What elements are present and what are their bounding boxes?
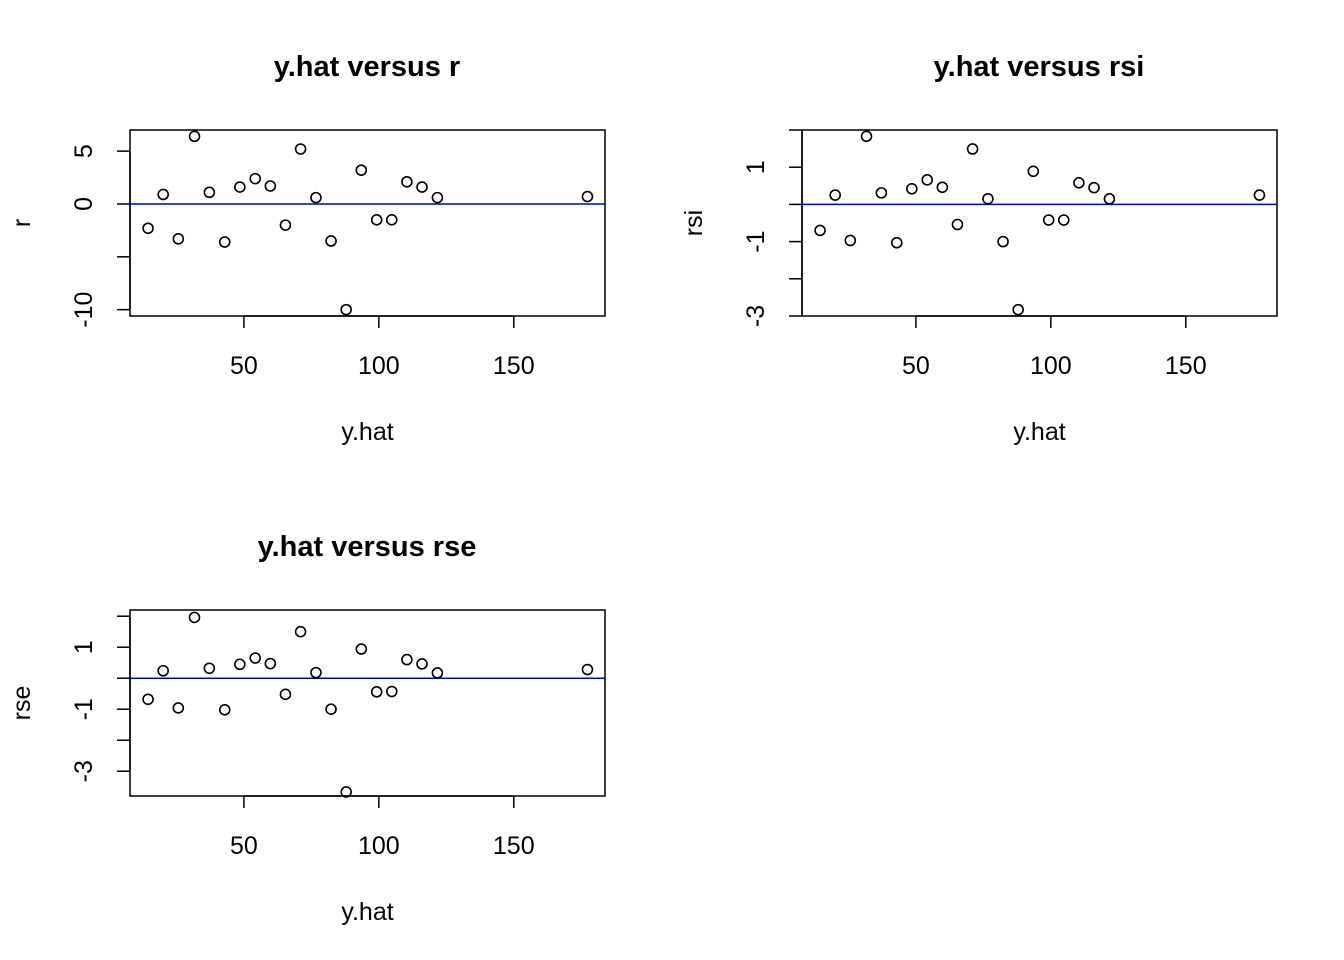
data-point	[279, 219, 292, 231]
y-tick-label: -1	[70, 698, 98, 720]
y-tick-label: 5	[70, 144, 98, 158]
y-axis-label: r	[8, 219, 36, 227]
y-tick-label: 1	[742, 160, 770, 174]
x-tick-label: 150	[493, 832, 535, 860]
data-point	[172, 233, 185, 245]
data-point	[279, 688, 292, 701]
data-point	[142, 693, 154, 706]
data-point	[325, 703, 337, 716]
data-point	[234, 658, 246, 671]
x-tick-label: 50	[230, 832, 258, 860]
x-tick-label: 100	[358, 832, 400, 860]
plot-frame	[129, 609, 606, 797]
x-tick-label: 150	[493, 352, 535, 380]
data-point	[385, 685, 398, 698]
panel-1: y.hat versus r 50 100 150 -10 0 5 y.hat r	[8, 51, 606, 446]
data-point	[814, 224, 826, 237]
data-point	[1253, 189, 1266, 201]
data-point	[310, 191, 322, 204]
data-point	[1057, 214, 1070, 226]
data-point	[921, 174, 934, 186]
data-point	[234, 181, 246, 193]
x-axis-label: y.hat	[341, 418, 393, 446]
y-tick-label: 1	[70, 640, 98, 654]
data-point	[581, 190, 594, 203]
data-point	[294, 143, 307, 155]
data-point	[340, 303, 352, 316]
x-axis-label: y.hat	[341, 898, 393, 926]
y-tick-label: -10	[70, 292, 98, 328]
x-tick-label: 50	[902, 352, 930, 380]
data-point	[218, 704, 231, 716]
data-point	[370, 214, 383, 226]
plot-title: y.hat versus rsi	[934, 51, 1145, 83]
data-point	[982, 193, 994, 205]
x-tick-label: 150	[1165, 352, 1207, 380]
y-tick-label: -3	[70, 760, 98, 782]
data-point	[249, 652, 262, 664]
data-point	[1027, 165, 1040, 178]
data-point	[1103, 193, 1116, 205]
data-point	[1073, 177, 1085, 189]
data-point	[1042, 214, 1055, 226]
y-axis-label: rse	[8, 686, 36, 721]
data-point	[1012, 303, 1024, 316]
panel-3: y.hat versus rse 50 100 150 -3 -1 1 y.hat rse	[8, 531, 606, 926]
data-point	[142, 222, 154, 235]
data-point	[997, 235, 1009, 248]
data-point	[844, 234, 857, 247]
data-point	[310, 666, 322, 679]
x-tick-label: 50	[230, 352, 258, 380]
data-point	[188, 611, 201, 624]
y-tick-label: 0	[70, 197, 98, 211]
data-point	[157, 188, 169, 201]
data-point	[188, 130, 201, 143]
data-point	[325, 235, 337, 247]
data-point	[385, 214, 398, 226]
data-point	[890, 236, 903, 249]
x-tick-label: 100	[1030, 352, 1072, 380]
data-point	[294, 625, 307, 638]
x-tick-label: 100	[358, 352, 400, 380]
data-point	[401, 175, 413, 188]
plot-title: y.hat versus r	[274, 51, 460, 83]
y-axis-label: rsi	[680, 210, 708, 236]
data-point	[401, 653, 413, 666]
data-point	[203, 186, 216, 199]
data-point	[157, 664, 169, 677]
plot-frame	[129, 129, 606, 317]
data-point	[172, 702, 185, 714]
data-point	[875, 187, 888, 199]
x-axis-label: y.hat	[1013, 418, 1065, 446]
data-point	[416, 658, 428, 670]
data-point	[936, 181, 949, 194]
data-point	[249, 172, 262, 185]
panel-2: y.hat versus rsi 50 100 150 -3 -1 1 y.hat rsi	[680, 51, 1278, 446]
data-point	[951, 218, 964, 231]
data-point	[370, 686, 383, 698]
data-point	[431, 667, 444, 679]
plot-frame	[801, 129, 1278, 317]
data-point	[906, 182, 918, 195]
data-point	[264, 180, 277, 192]
y-tick-label: -1	[742, 230, 770, 252]
data-point	[264, 657, 277, 670]
data-point	[340, 786, 352, 798]
data-point	[355, 643, 368, 655]
data-point	[355, 164, 368, 176]
data-point	[581, 663, 594, 676]
plot-title: y.hat versus rse	[258, 531, 477, 563]
y-tick-label: -3	[742, 305, 770, 327]
data-point	[431, 191, 444, 204]
data-point	[860, 130, 873, 143]
data-point	[203, 662, 216, 675]
data-point	[1088, 181, 1100, 194]
data-point	[966, 143, 979, 155]
data-point	[416, 181, 428, 193]
data-point	[218, 236, 231, 248]
data-point	[829, 189, 841, 201]
